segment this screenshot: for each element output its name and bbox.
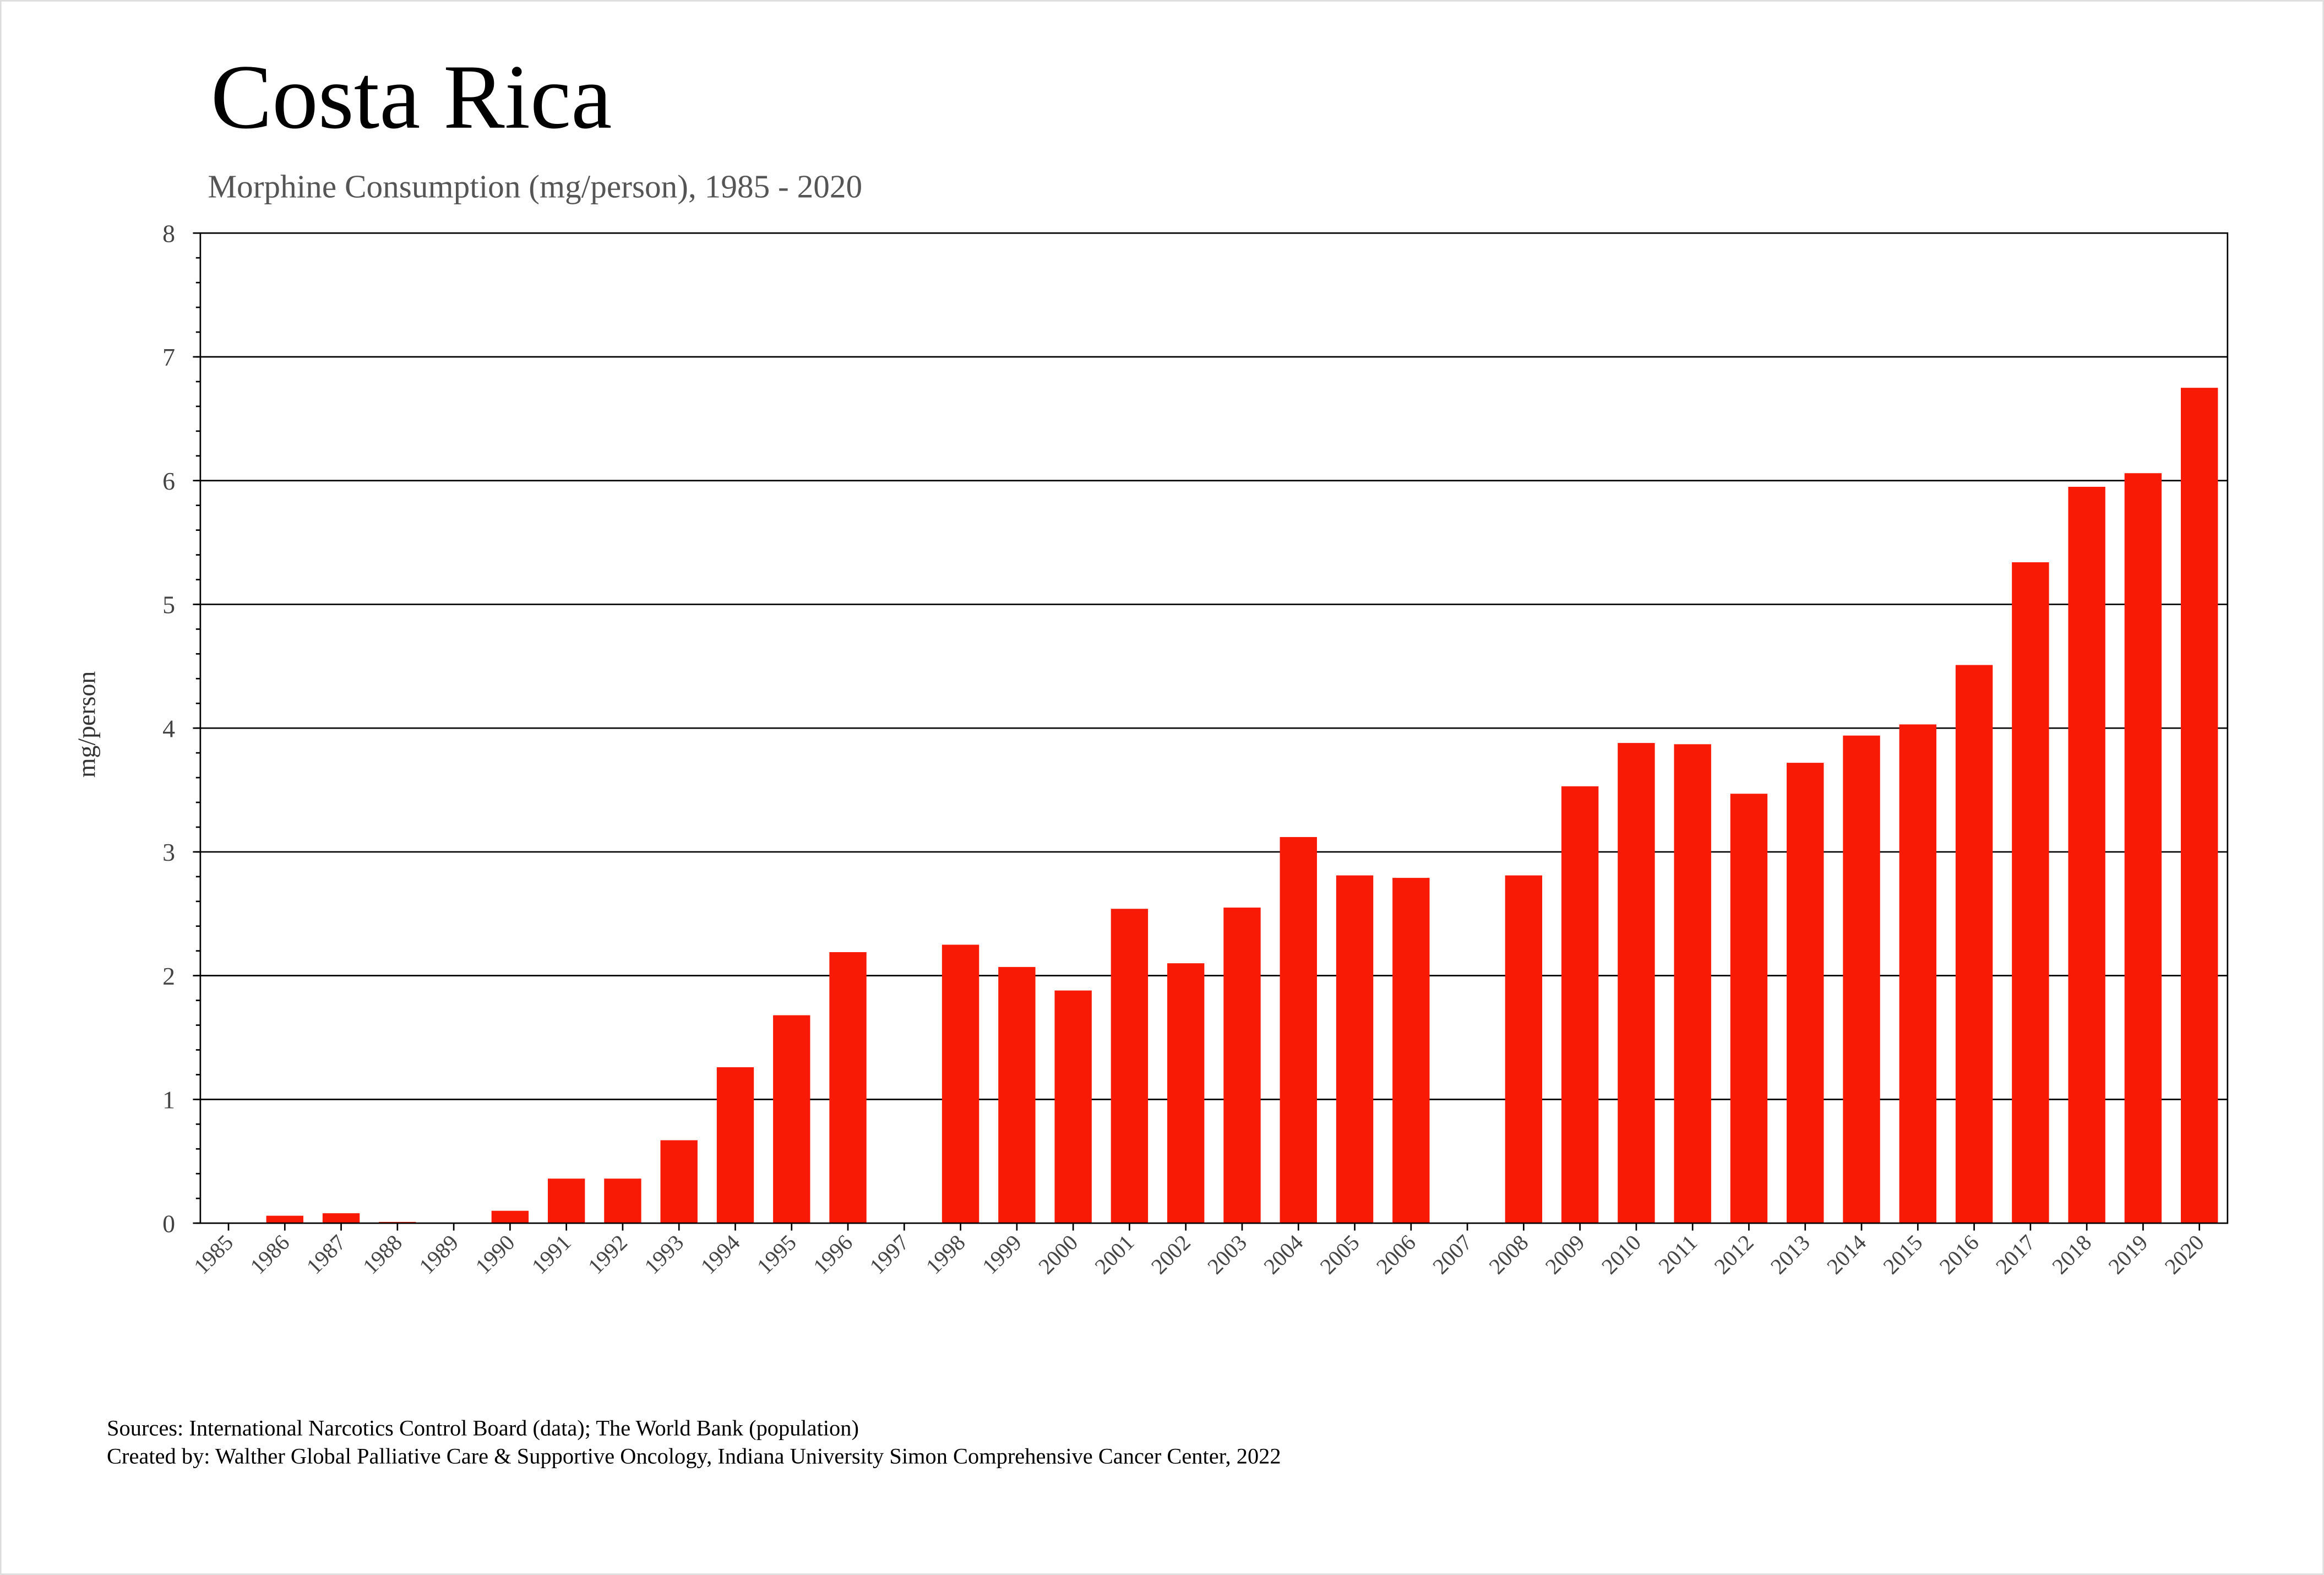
bar-2004 xyxy=(1280,837,1317,1224)
bar-2005 xyxy=(1336,875,1374,1224)
y-tick-label: 7 xyxy=(162,343,175,371)
y-tick-label: 4 xyxy=(162,714,175,742)
chart-subtitle: Morphine Consumption (mg/person), 1985 -… xyxy=(208,169,862,205)
bar-2014 xyxy=(1843,735,1880,1224)
bar-2008 xyxy=(1505,875,1543,1224)
y-tick-label: 6 xyxy=(162,467,175,495)
bar-1995 xyxy=(773,1015,810,1224)
bar-2017 xyxy=(2012,562,2049,1224)
bar-2003 xyxy=(1223,908,1261,1224)
y-tick-labels: 0 1 2 3 4 5 6 7 8 xyxy=(162,219,175,1237)
y-tick-label: 2 xyxy=(162,962,175,990)
bar-2020 xyxy=(2180,388,2218,1224)
y-tick-label: 1 xyxy=(162,1086,175,1114)
bar-1990 xyxy=(491,1210,529,1224)
chart-title: Costa Rica xyxy=(211,46,612,148)
bar-2010 xyxy=(1618,743,1655,1224)
plot-frame xyxy=(199,232,2229,1224)
gridlines xyxy=(200,356,2228,1100)
y-tick-label: 0 xyxy=(162,1209,175,1237)
bar-1992 xyxy=(604,1178,641,1224)
bar-2016 xyxy=(1955,665,1993,1224)
y-tick-label: 5 xyxy=(162,591,175,619)
bar-2013 xyxy=(1787,763,1824,1224)
bar-2000 xyxy=(1054,990,1092,1224)
y-tick-label: 3 xyxy=(162,838,175,866)
bar-2006 xyxy=(1392,878,1430,1224)
bar-2009 xyxy=(1561,786,1599,1224)
bar-2012 xyxy=(1730,794,1768,1224)
bar-1986 xyxy=(266,1215,303,1224)
bar-2018 xyxy=(2068,486,2105,1224)
bar-2019 xyxy=(2124,473,2162,1224)
bar-2002 xyxy=(1167,963,1205,1224)
footer-sources: Sources: International Narcotics Control… xyxy=(107,1416,859,1441)
bar-1991 xyxy=(547,1178,585,1224)
footer-created-by: Created by: Walther Global Palliative Ca… xyxy=(107,1444,1281,1469)
bar-1998 xyxy=(941,944,979,1224)
bars xyxy=(266,388,2218,1224)
bar-1994 xyxy=(716,1067,754,1224)
bar-1987 xyxy=(322,1213,360,1224)
bar-1996 xyxy=(829,952,867,1224)
y-axis-label: mg/person xyxy=(73,671,101,778)
y-tick-label: 8 xyxy=(162,219,175,247)
bar-2015 xyxy=(1899,724,1936,1224)
bar-1999 xyxy=(998,966,1036,1224)
axes xyxy=(193,232,2229,1231)
bar-1993 xyxy=(660,1140,698,1224)
bar-2011 xyxy=(1674,744,1711,1224)
bar-2001 xyxy=(1111,909,1149,1224)
